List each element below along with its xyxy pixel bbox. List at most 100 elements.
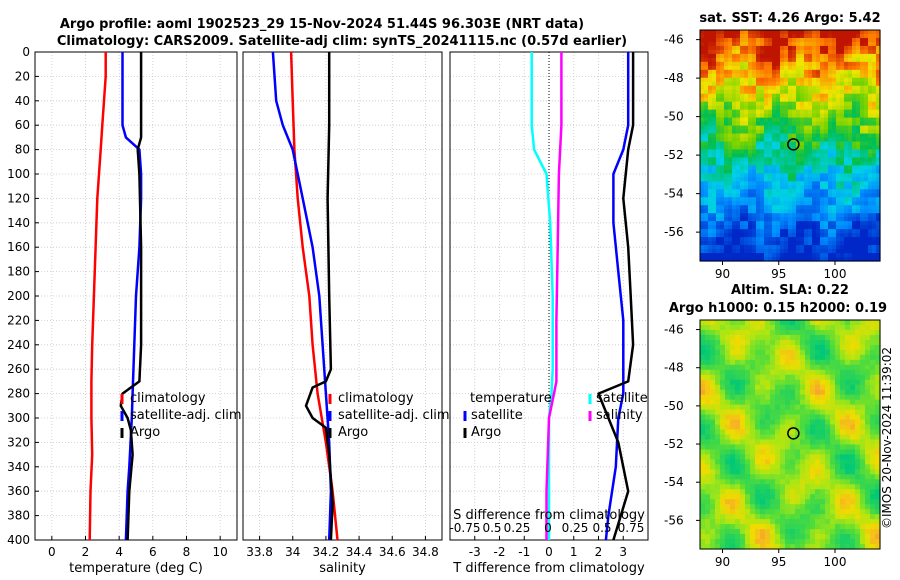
heatmap-cell [748,225,753,230]
heatmap-cell [828,181,833,186]
heatmap-cell [775,484,781,490]
heatmap-cell [860,54,865,59]
heatmap-cell [764,38,769,43]
heatmap-cell [730,519,736,525]
heatmap-cell [776,241,781,246]
heatmap-cell [844,50,849,55]
heatmap-cell [720,519,726,525]
heatmap-cell [792,197,797,202]
heatmap-cell [752,245,757,250]
heatmap-cell [740,90,745,95]
heatmap-cell [808,90,813,95]
heatmap-cell [776,189,781,194]
heatmap-cell [710,504,716,510]
heatmap-cell [736,42,741,47]
heatmap-cell [860,534,866,540]
heatmap-cell [828,221,833,226]
heatmap-cell [760,157,765,162]
heatmap-cell [784,189,789,194]
heatmap-cell [756,54,761,59]
heatmap-cell [860,34,865,39]
heatmap-cell [808,118,813,123]
heatmap-cell [804,221,809,226]
heatmap-cell [780,439,786,445]
heatmap-cell [755,320,761,326]
heatmap-cell [864,98,869,103]
heatmap-cell [844,165,849,170]
heatmap-cell [796,102,801,107]
heatmap-cell [700,229,705,234]
heatmap-cell [815,484,821,490]
heatmap-cell [844,189,849,194]
heatmap-cell [740,390,746,396]
y-tick-label: 60 [15,118,30,132]
heatmap-cell [750,439,756,445]
heatmap-cell [704,193,709,198]
heatmap-cell [864,249,869,254]
heatmap-cell [756,181,761,186]
heatmap-cell [710,499,716,505]
heatmap-cell [825,360,831,366]
heatmap-cell [700,425,706,431]
heatmap-cell [840,225,845,230]
heatmap-cell [800,420,806,426]
heatmap-cell [860,153,865,158]
heatmap-cell [724,90,729,95]
heatmap-cell [828,42,833,47]
heatmap-cell [844,78,849,83]
heatmap-cell [788,233,793,238]
heatmap-cell [816,177,821,182]
heatmap-cell [830,355,836,361]
heatmap-cell [760,94,765,99]
heatmap-cell [764,34,769,39]
heatmap-cell [836,130,841,135]
heatmap-cell [732,66,737,71]
heatmap-cell [725,330,731,336]
heatmap-cell [710,405,716,411]
heatmap-cell [780,62,785,67]
heatmap-cell [724,74,729,79]
heatmap-cell [740,142,745,147]
heatmap-cell [840,439,846,445]
heatmap-cell [830,524,836,530]
heatmap-cell [824,185,829,190]
heatmap-cell [840,86,845,91]
heatmap-cell [828,237,833,242]
heatmap-cell [740,66,745,71]
heatmap-cell [705,355,711,361]
heatmap-cell [860,449,866,455]
heatmap-cell [785,504,791,510]
heatmap-cell [872,118,877,123]
heatmap-cell [720,534,726,540]
heatmap-cell [716,185,721,190]
heatmap-cell [864,237,869,242]
heatmap-cell [805,345,811,351]
x-tick-label: 34.4 [346,545,373,559]
heatmap-cell [790,539,796,545]
heatmap-cell [728,138,733,143]
heatmap-cell [804,34,809,39]
heatmap-cell [700,118,705,123]
heatmap-cell [748,205,753,210]
heatmap-cell [716,30,721,35]
heatmap-cell [720,489,726,495]
heatmap-cell [780,122,785,127]
heatmap-cell [850,430,856,436]
heatmap-cell [710,380,716,386]
heatmap-cell [820,469,826,475]
heatmap-cell [785,385,791,391]
heatmap-cell [736,102,741,107]
heatmap-cell [828,62,833,67]
heatmap-cell [748,106,753,111]
heatmap-cell [860,197,865,202]
heatmap-cell [720,102,725,107]
heatmap-cell [860,110,865,115]
heatmap-cell [788,169,793,174]
heatmap-cell [716,177,721,182]
heatmap-cell [835,385,841,391]
heatmap-cell [760,58,765,63]
heatmap-cell [724,102,729,107]
heatmap-cell [860,415,866,421]
heatmap-cell [852,110,857,115]
heatmap-cell [800,494,806,500]
